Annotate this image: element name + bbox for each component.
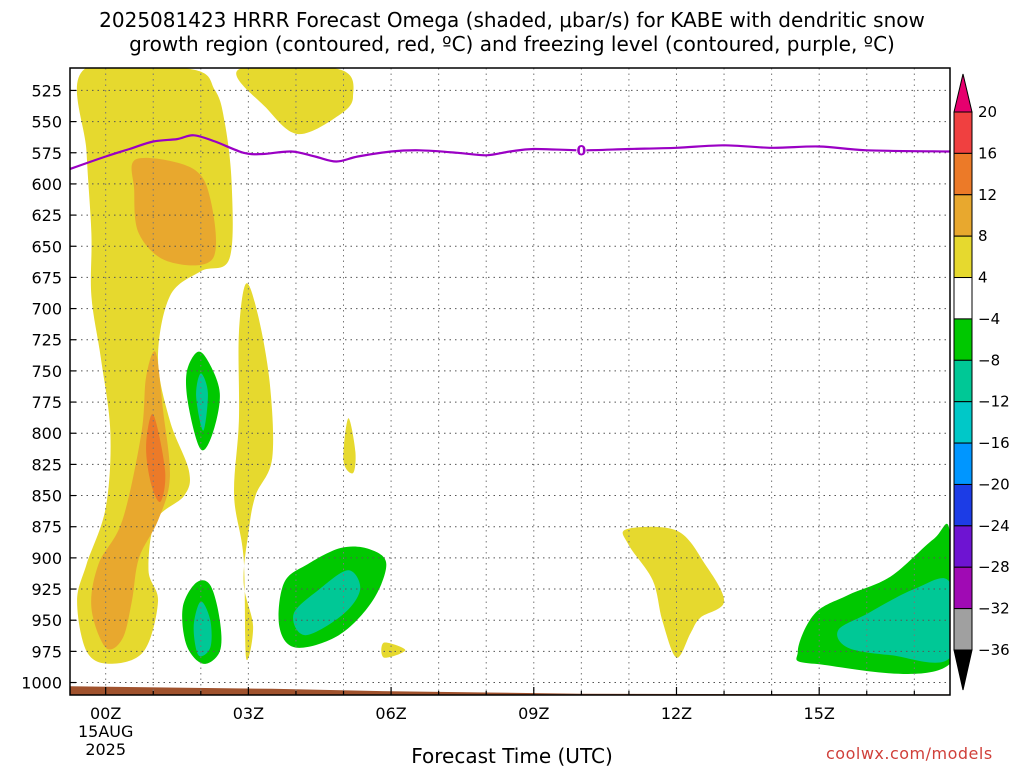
omega-fill-layer bbox=[76, 68, 950, 674]
colorbar-bin-4 bbox=[953, 277, 973, 320]
y-tick-label-675: 675 bbox=[31, 268, 62, 287]
omega-region-6 bbox=[131, 157, 217, 266]
colorbar-label-8: 8 bbox=[978, 227, 988, 245]
y-tick-label-850: 850 bbox=[31, 487, 62, 506]
omega-region-16 bbox=[837, 578, 950, 663]
colorbar-label--32: −32 bbox=[978, 600, 1010, 618]
y-tick-label-900: 900 bbox=[31, 549, 62, 568]
freezing-level-label: 0 bbox=[576, 143, 586, 159]
grid-layer bbox=[70, 68, 950, 695]
colorbar-label-16: 16 bbox=[978, 144, 997, 162]
x-tick-label-12: 12Z bbox=[661, 704, 692, 723]
colorbar-bin-12 bbox=[953, 194, 973, 237]
colorbar-label--8: −8 bbox=[978, 351, 1000, 369]
y-tick-label-975: 975 bbox=[31, 642, 62, 661]
colorbar-top-arrow bbox=[953, 73, 973, 113]
y-tick-label-800: 800 bbox=[31, 424, 62, 443]
y-tick-label-625: 625 bbox=[31, 206, 62, 225]
y-tick-label-550: 550 bbox=[31, 113, 62, 132]
chart-title: 2025081423 HRRR Forecast Omega (shaded, … bbox=[99, 8, 925, 56]
y-axis: 525 550 575 600 625 650 675 700 725 750 775 800 825 8… bbox=[21, 81, 76, 693]
colorbar-bin--24 bbox=[953, 525, 973, 568]
freezing-level-layer: 0 bbox=[70, 134, 950, 171]
x-tick-label-3: 03Z bbox=[233, 704, 264, 723]
colorbar-bin--32 bbox=[953, 608, 973, 651]
x-tick-label-9: 09Z bbox=[518, 704, 549, 723]
x-axis-label: Forecast Time (UTC) bbox=[411, 744, 613, 768]
plot-frame bbox=[69, 67, 951, 696]
omega-region-1 bbox=[236, 68, 354, 135]
colorbar-label--28: −28 bbox=[978, 558, 1010, 576]
colorbar-bin-16 bbox=[953, 152, 973, 196]
colorbar-bin-8 bbox=[953, 235, 973, 279]
y-tick-label-875: 875 bbox=[31, 518, 62, 537]
y-tick-label-525: 525 bbox=[31, 81, 62, 100]
omega-region-5 bbox=[622, 526, 725, 658]
y-tick-label-950: 950 bbox=[31, 611, 62, 630]
x-tick-label-15: 15Z bbox=[804, 704, 835, 723]
freezing-level-label-bg bbox=[576, 142, 587, 159]
colorbar-label-20: 20 bbox=[978, 103, 997, 121]
colorbar-label--24: −24 bbox=[978, 517, 1010, 535]
colorbar-label-12: 12 bbox=[978, 186, 997, 204]
y-tick-label-725: 725 bbox=[31, 331, 62, 350]
y-tick-label-825: 825 bbox=[31, 455, 62, 474]
y-tick-label-925: 925 bbox=[31, 580, 62, 599]
colorbar: 20 16 12 8 4 −4 −8 −12 −16 −20 −24 −28 −32 −36 bbox=[953, 73, 1010, 691]
colorbar-bin--12 bbox=[953, 401, 973, 444]
colorbar-bottom-arrow bbox=[953, 649, 973, 691]
omega-region-8 bbox=[146, 414, 166, 503]
y-tick-label-600: 600 bbox=[31, 175, 62, 194]
watermark: coolwx.com/models bbox=[826, 744, 993, 763]
omega-region-2 bbox=[234, 283, 274, 661]
x-tick-label-0: 00Z bbox=[90, 704, 121, 723]
colorbar-bin--28 bbox=[953, 566, 973, 610]
y-tick-label-1000: 1000 bbox=[21, 674, 62, 693]
x-tick-sublabel-0: 15AUG bbox=[78, 722, 133, 741]
colorbar-label--4: −4 bbox=[978, 310, 1000, 328]
y-tick-label-650: 650 bbox=[31, 237, 62, 256]
terrain-layer bbox=[70, 686, 950, 695]
omega-region-14 bbox=[193, 601, 212, 657]
colorbar-bin--4 bbox=[953, 318, 973, 361]
x-tick-label-6: 06Z bbox=[375, 704, 406, 723]
x-tick-sublabel-1: 2025 bbox=[85, 740, 126, 759]
y-tick-label-700: 700 bbox=[31, 300, 62, 319]
y-tick-label-750: 750 bbox=[31, 362, 62, 381]
colorbar-label--12: −12 bbox=[978, 393, 1010, 411]
colorbar-bin--8 bbox=[953, 359, 973, 403]
omega-region-4 bbox=[381, 642, 406, 658]
y-tick-label-575: 575 bbox=[31, 144, 62, 163]
colorbar-label--20: −20 bbox=[978, 475, 1010, 493]
omega-region-3 bbox=[343, 418, 356, 474]
colorbar-bin--16 bbox=[953, 442, 973, 485]
omega-region-15 bbox=[293, 570, 361, 636]
terrain-band bbox=[70, 686, 950, 695]
freezing-level-line bbox=[70, 134, 950, 171]
colorbar-label--16: −16 bbox=[978, 434, 1010, 452]
colorbar-bin--20 bbox=[953, 483, 973, 527]
colorbar-label-4: 4 bbox=[978, 269, 988, 287]
colorbar-label--36: −36 bbox=[978, 641, 1010, 659]
colorbar-bin-20 bbox=[953, 111, 973, 154]
y-tick-label-775: 775 bbox=[31, 393, 62, 412]
